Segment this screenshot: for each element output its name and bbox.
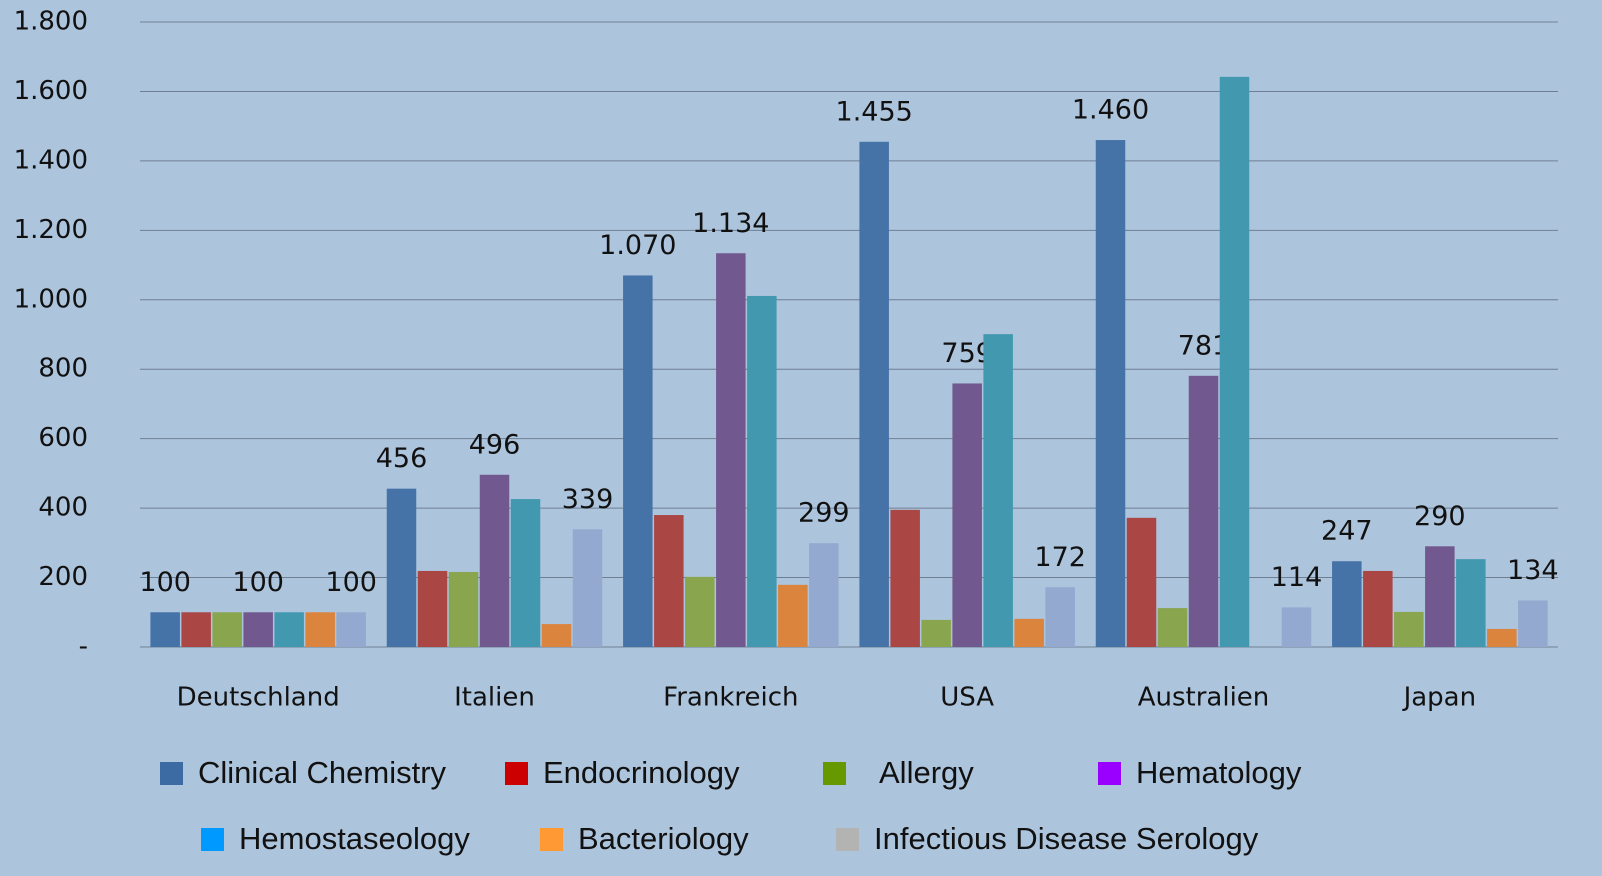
bar xyxy=(1487,628,1517,647)
bar xyxy=(541,624,572,647)
bar xyxy=(572,529,603,647)
bar xyxy=(1188,375,1219,647)
bar xyxy=(417,570,448,647)
y-tick-label: 1.000 xyxy=(14,284,88,314)
bar xyxy=(716,253,746,647)
value-label: 100 xyxy=(325,567,377,598)
bar xyxy=(778,584,808,647)
bar xyxy=(1363,570,1393,647)
value-label: 1.460 xyxy=(1072,95,1149,126)
y-tick-label: 1.800 xyxy=(14,7,88,37)
bar xyxy=(1332,561,1362,647)
bar xyxy=(336,612,366,647)
value-label: 100 xyxy=(139,567,191,598)
legend-swatch xyxy=(160,762,183,785)
x-tick-label: Japan xyxy=(1402,683,1477,713)
bar xyxy=(1281,607,1312,647)
bar xyxy=(150,612,180,647)
bar xyxy=(623,275,653,647)
value-label: 290 xyxy=(1414,501,1466,532)
legend-swatch xyxy=(823,762,846,785)
value-label: 1.134 xyxy=(692,208,769,239)
bar xyxy=(1126,517,1157,647)
x-tick-label: Italien xyxy=(454,683,535,713)
bar xyxy=(510,499,541,647)
bar xyxy=(747,295,777,647)
legend-swatch xyxy=(505,762,528,785)
y-tick-label: 1.600 xyxy=(14,76,88,106)
legend-label: Allergy xyxy=(879,755,974,790)
bar xyxy=(859,141,889,647)
bar xyxy=(1157,608,1188,647)
value-label: 496 xyxy=(469,429,521,460)
bar xyxy=(1425,546,1455,647)
bar xyxy=(181,612,211,647)
bar xyxy=(1518,600,1548,647)
legend-label: Clinical Chemistry xyxy=(198,755,447,790)
bar xyxy=(386,488,417,647)
legend-swatch xyxy=(836,828,859,851)
y-tick-label: 800 xyxy=(38,354,88,384)
bar xyxy=(305,612,335,647)
legend-swatch xyxy=(201,828,224,851)
value-label: 339 xyxy=(562,484,614,515)
bar xyxy=(1045,587,1075,647)
value-label: 114 xyxy=(1271,562,1323,593)
x-tick-label: Frankreich xyxy=(663,683,798,713)
bar xyxy=(952,383,982,647)
y-tick-label: 1.200 xyxy=(14,215,88,245)
bar xyxy=(685,576,715,647)
value-label: 172 xyxy=(1034,542,1086,573)
y-tick-label: 1.400 xyxy=(14,145,88,175)
bar xyxy=(809,543,839,647)
bar xyxy=(1095,140,1126,648)
bar xyxy=(983,334,1013,647)
legend-swatch xyxy=(540,828,563,851)
bar xyxy=(1394,611,1424,647)
value-label: 100 xyxy=(232,567,284,598)
value-label: 1.070 xyxy=(599,230,676,261)
bar xyxy=(890,509,920,647)
x-tick-label: USA xyxy=(940,683,994,713)
x-tick-label: Deutschland xyxy=(177,683,340,713)
bar xyxy=(274,612,304,647)
y-tick-label: 200 xyxy=(38,562,88,592)
bar xyxy=(654,515,684,647)
bar xyxy=(212,612,242,647)
legend-label: Hematology xyxy=(1136,755,1302,790)
x-tick-label: Australien xyxy=(1138,683,1270,713)
legend-label: Hemostaseology xyxy=(239,821,470,856)
value-label: 247 xyxy=(1321,516,1373,547)
y-tick-label: 600 xyxy=(38,423,88,453)
bar xyxy=(479,474,510,647)
bar xyxy=(1014,618,1044,647)
legend-label: Bacteriology xyxy=(578,821,749,856)
bar xyxy=(1456,559,1486,647)
legend-label: Endocrinology xyxy=(543,755,740,790)
value-label: 134 xyxy=(1507,555,1559,586)
value-label: 1.455 xyxy=(836,96,913,127)
value-label: 299 xyxy=(798,498,850,529)
y-tick-label: 400 xyxy=(38,493,88,523)
legend-swatch xyxy=(1098,762,1121,785)
legend-label: Infectious Disease Serology xyxy=(874,821,1259,856)
y-tick-label: - xyxy=(79,632,88,662)
bar xyxy=(243,612,273,647)
bar xyxy=(1219,76,1250,648)
bar xyxy=(921,619,951,647)
value-label: 456 xyxy=(376,443,428,474)
bar xyxy=(448,572,479,647)
